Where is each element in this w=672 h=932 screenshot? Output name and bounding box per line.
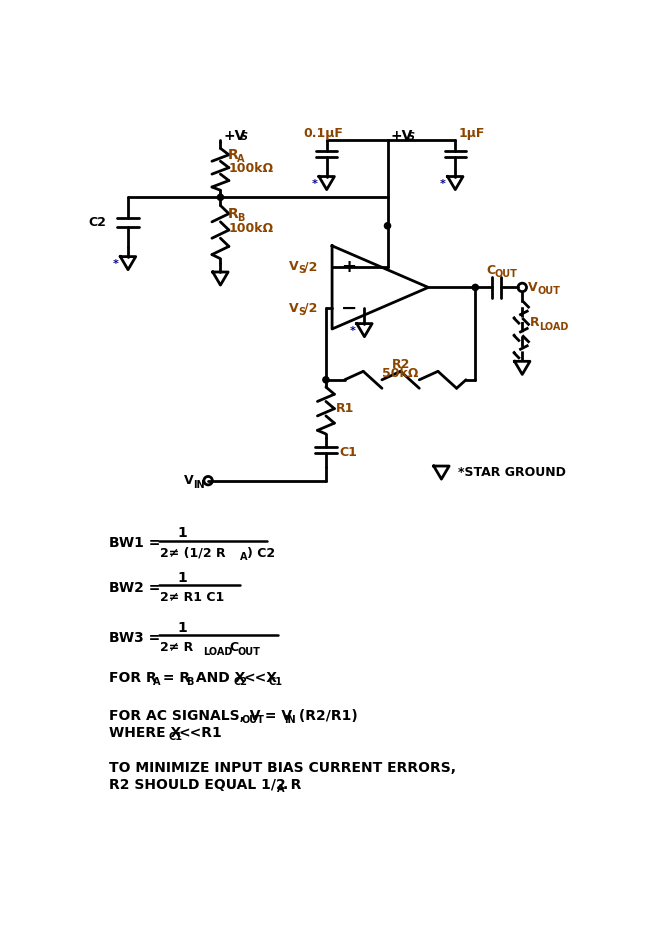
Text: 100kΩ: 100kΩ	[228, 222, 274, 235]
Text: C: C	[486, 264, 495, 277]
Text: R: R	[228, 207, 239, 221]
Text: <<R1: <<R1	[178, 726, 222, 740]
Text: ) C2: ) C2	[247, 546, 275, 559]
Text: +: +	[341, 257, 356, 276]
Text: <<X: <<X	[243, 671, 278, 685]
Text: B: B	[237, 213, 245, 223]
Circle shape	[384, 223, 390, 229]
Text: IN: IN	[284, 715, 296, 725]
Text: R2 SHOULD EQUAL 1/2 R: R2 SHOULD EQUAL 1/2 R	[109, 778, 301, 792]
Text: OUT: OUT	[538, 286, 560, 296]
Text: C1: C1	[168, 732, 182, 742]
Text: = V: = V	[259, 709, 292, 723]
Text: TO MINIMIZE INPUT BIAS CURRENT ERRORS,: TO MINIMIZE INPUT BIAS CURRENT ERRORS,	[109, 761, 456, 774]
Text: S: S	[298, 307, 305, 317]
Text: 1: 1	[177, 526, 187, 540]
Text: *: *	[349, 326, 355, 336]
Text: 1: 1	[177, 570, 187, 584]
Text: 0.1μF: 0.1μF	[304, 127, 343, 140]
Text: WHERE X: WHERE X	[109, 726, 181, 740]
Text: A: A	[237, 154, 245, 164]
Text: B: B	[185, 677, 193, 687]
Text: R1: R1	[336, 403, 354, 415]
Text: /2: /2	[304, 302, 317, 315]
Text: 2≠ R1 C1: 2≠ R1 C1	[161, 591, 224, 604]
Circle shape	[323, 377, 329, 383]
Text: BW1 =: BW1 =	[109, 536, 160, 550]
Text: FOR R: FOR R	[109, 671, 157, 685]
Text: = R: = R	[158, 671, 190, 685]
Text: +V: +V	[390, 129, 413, 143]
Text: BW2 =: BW2 =	[109, 581, 160, 595]
Text: R: R	[530, 316, 540, 329]
Text: 2≠ (1/2 R: 2≠ (1/2 R	[161, 546, 226, 559]
Text: OUT: OUT	[237, 647, 260, 657]
Text: *: *	[113, 259, 119, 269]
Text: *: *	[312, 179, 317, 189]
Text: +V: +V	[224, 129, 246, 143]
Text: *STAR GROUND: *STAR GROUND	[458, 467, 566, 479]
Text: C: C	[229, 641, 238, 654]
Text: (R2/R1): (R2/R1)	[294, 709, 358, 723]
Text: LOAD: LOAD	[203, 647, 232, 657]
Text: /2: /2	[304, 260, 317, 273]
Text: V: V	[289, 260, 298, 273]
Text: C2: C2	[89, 216, 106, 229]
Text: S: S	[241, 131, 247, 142]
Text: −: −	[341, 298, 358, 318]
Text: C1: C1	[340, 445, 358, 459]
Text: *: *	[440, 179, 446, 189]
Text: OUT: OUT	[242, 715, 265, 725]
Text: AND X: AND X	[191, 671, 245, 685]
Text: IN: IN	[194, 480, 205, 490]
Circle shape	[472, 284, 478, 291]
Text: R: R	[228, 148, 239, 162]
Text: 2≠ R: 2≠ R	[161, 641, 194, 654]
Text: S: S	[298, 266, 305, 276]
Text: LOAD: LOAD	[539, 322, 569, 333]
Text: C2: C2	[234, 677, 247, 687]
Text: 1μF: 1μF	[458, 127, 485, 140]
Text: BW3 =: BW3 =	[109, 631, 160, 645]
Text: FOR AC SIGNALS, V: FOR AC SIGNALS, V	[109, 709, 260, 723]
Text: A: A	[277, 784, 284, 794]
Text: 100kΩ: 100kΩ	[228, 161, 274, 174]
Text: 50kΩ: 50kΩ	[382, 367, 419, 380]
Text: S: S	[407, 131, 415, 142]
Text: R2: R2	[391, 358, 410, 371]
Text: A: A	[153, 677, 160, 687]
Text: 1: 1	[177, 621, 187, 635]
Text: OUT: OUT	[495, 268, 517, 279]
Text: V: V	[528, 281, 538, 294]
Text: A: A	[241, 552, 248, 562]
Circle shape	[217, 194, 224, 200]
Text: V: V	[184, 474, 194, 487]
Text: .: .	[283, 778, 288, 792]
Text: V: V	[289, 302, 298, 315]
Text: C1: C1	[268, 677, 282, 687]
